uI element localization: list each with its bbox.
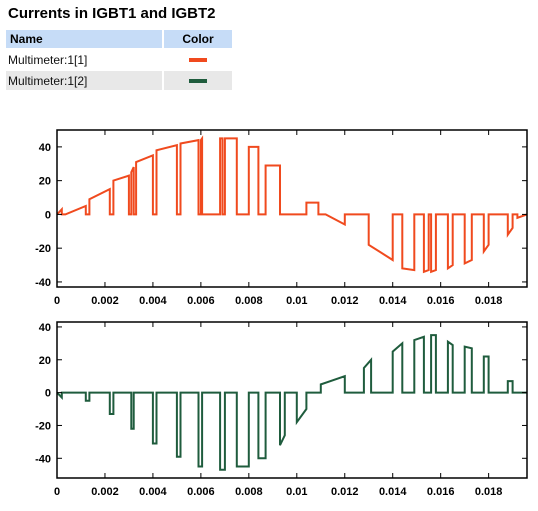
chart-igbt2: 0 0.002 0.004 0.006 0.008 0.01 0.012 0.014 0.016…	[35, 321, 528, 498]
x-tick-label: 0.004	[139, 486, 167, 498]
y-tick-label: -20	[35, 420, 51, 432]
legend-header-name: Name	[6, 30, 162, 48]
y-tick-label: 20	[39, 355, 51, 367]
page-title: Currents in IGBT1 and IGBT2	[8, 5, 216, 22]
x-tick-label: 0.014	[379, 486, 407, 498]
legend-row: Multimeter:1[1]	[6, 50, 232, 69]
legend-color-swatch	[189, 58, 207, 63]
x-tick-label: 0.006	[187, 486, 215, 498]
legend-header-color: Color	[164, 30, 232, 48]
legend-table: Name Color Multimeter:1[1] Multimeter:1[…	[4, 28, 234, 92]
series-line	[57, 135, 527, 274]
x-tick-label: 0	[54, 486, 60, 498]
x-tick-label: 0.01	[286, 486, 307, 498]
legend-color-swatch	[189, 79, 207, 84]
x-tick-label: 0.016	[427, 295, 455, 307]
x-tick-label: 0.002	[91, 486, 119, 498]
series-line	[57, 334, 527, 471]
legend-header-row: Name Color	[6, 30, 232, 48]
x-tick-label: 0.008	[235, 486, 263, 498]
x-tick-label: 0.014	[379, 295, 407, 307]
y-tick-label: -40	[35, 277, 51, 289]
x-tick-label: 0.006	[187, 295, 215, 307]
x-tick-label: 0.012	[331, 295, 359, 307]
x-tick-label: 0.002	[91, 295, 119, 307]
y-tick-label: 0	[45, 388, 51, 400]
legend-row: Multimeter:1[2]	[6, 71, 232, 90]
chart-igbt1: 0 0.002 0.004 0.006 0.008 0.01 0.012 0.014 0.016…	[35, 129, 528, 307]
plot-frame	[56, 321, 528, 479]
legend-series-name: Multimeter:1[2]	[6, 71, 162, 90]
plot-frame	[56, 129, 528, 288]
legend-series-name: Multimeter:1[1]	[6, 50, 162, 69]
legend-swatch-cell	[164, 71, 232, 90]
x-tick-label: 0.018	[475, 486, 503, 498]
y-tick-label: 40	[39, 142, 51, 154]
x-tick-label: 0.004	[139, 295, 167, 307]
y-tick-label: 40	[39, 322, 51, 334]
x-tick-label: 0.018	[475, 295, 503, 307]
y-tick-label: 0	[45, 209, 51, 221]
x-tick-label: 0.012	[331, 486, 359, 498]
x-tick-label: 0.016	[427, 486, 455, 498]
y-tick-label: -40	[35, 453, 51, 465]
y-tick-label: 20	[39, 176, 51, 188]
x-tick-label: 0.008	[235, 295, 263, 307]
y-tick-label: -20	[35, 243, 51, 255]
legend-swatch-cell	[164, 50, 232, 69]
x-tick-label: 0	[54, 295, 60, 307]
x-tick-label: 0.01	[286, 295, 307, 307]
